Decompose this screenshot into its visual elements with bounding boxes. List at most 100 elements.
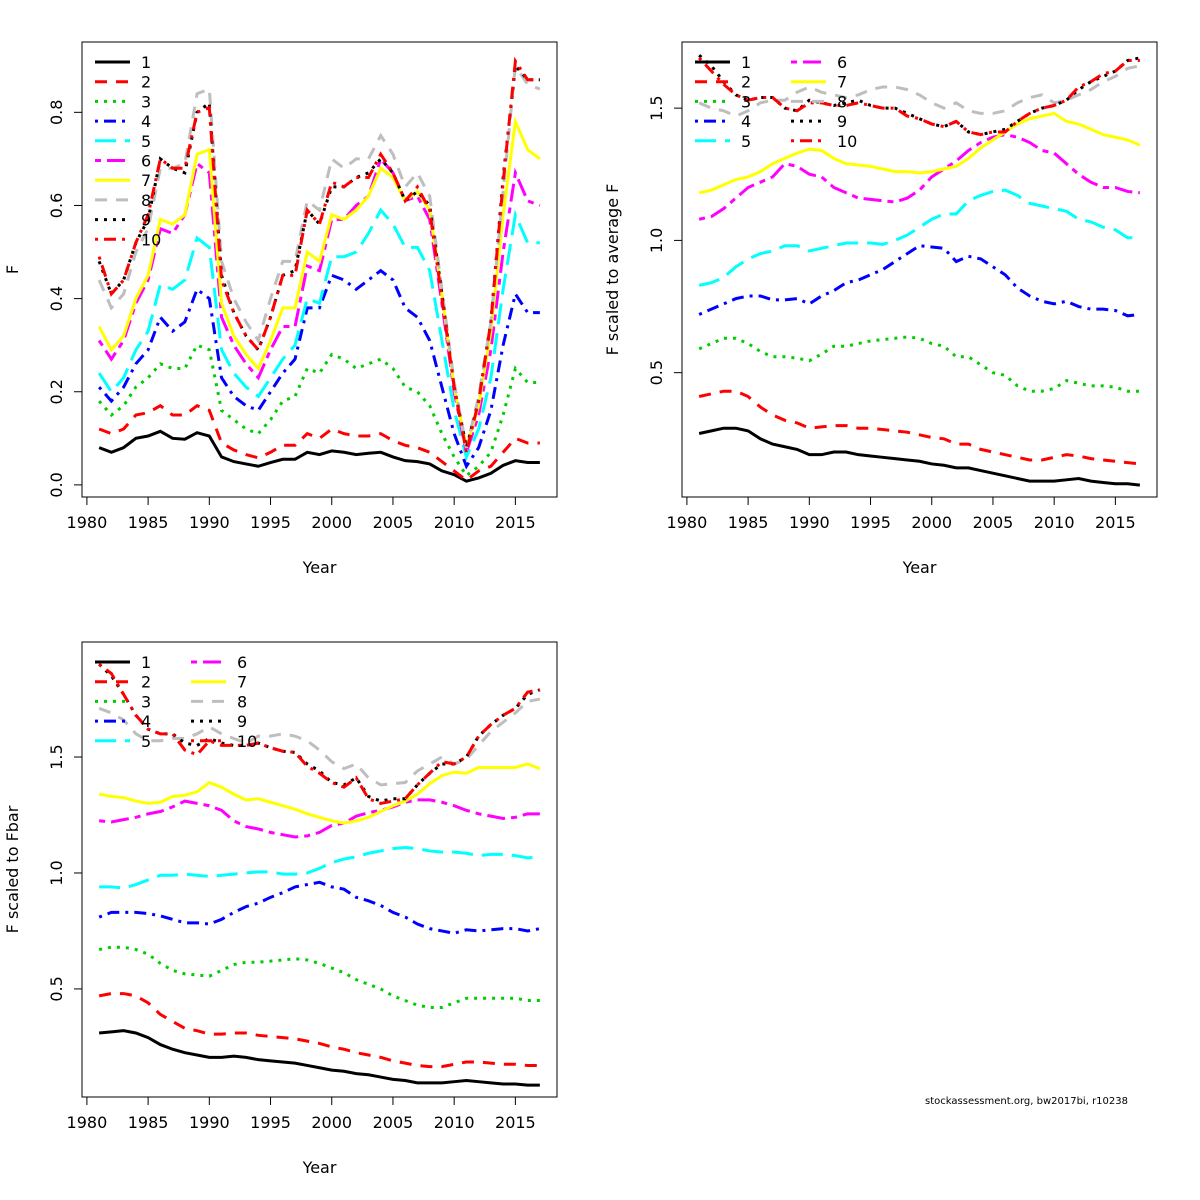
x-tick-label: 1995 xyxy=(250,513,291,532)
series-line xyxy=(97,207,540,462)
series-line xyxy=(97,155,541,459)
series-line xyxy=(98,1029,540,1087)
x-tick-label: 1980 xyxy=(67,513,108,532)
legend-label: 8 xyxy=(141,191,151,210)
legend-label: 5 xyxy=(141,732,151,751)
legend-label: 1 xyxy=(741,53,751,72)
legend-label: 3 xyxy=(741,92,751,111)
series-line xyxy=(698,133,1141,221)
legend-label: 3 xyxy=(141,692,151,711)
legend-label: 6 xyxy=(141,152,151,171)
legend-label: 2 xyxy=(141,73,151,92)
series-line xyxy=(97,56,540,453)
legend-label: 5 xyxy=(141,132,151,151)
series-line xyxy=(98,798,540,839)
series-line xyxy=(698,426,1141,487)
legend-label: 10 xyxy=(837,132,857,151)
x-tick-label: 2005 xyxy=(973,513,1014,532)
x-tick-label: 2005 xyxy=(373,513,414,532)
series-line xyxy=(698,389,1141,466)
legend-label: 10 xyxy=(237,732,257,751)
series-line xyxy=(98,880,541,935)
series-line xyxy=(698,64,1141,118)
y-tick-label: 0.4 xyxy=(47,286,66,311)
x-tick-label: 1985 xyxy=(728,513,769,532)
legend-label: 1 xyxy=(141,653,151,672)
y-axis-label: F scaled to average F xyxy=(603,184,622,356)
x-tick-label: 2015 xyxy=(495,513,536,532)
x-tick-label: 1985 xyxy=(128,513,169,532)
x-tick-label: 2005 xyxy=(373,1113,414,1132)
legend-label: 3 xyxy=(141,92,151,111)
series-line xyxy=(98,945,540,1009)
legend-label: 10 xyxy=(141,230,161,249)
legend-label: 8 xyxy=(237,692,247,711)
y-tick-label: 0.6 xyxy=(47,193,66,218)
x-tick-label: 2010 xyxy=(434,1113,475,1132)
x-axis-label: Year xyxy=(302,558,337,577)
legend-label: 4 xyxy=(141,712,151,731)
legend-label: 7 xyxy=(837,73,847,92)
footer: stockassessment.org, bw2017bi, r10238 xyxy=(925,1096,1128,1107)
legend-label: 8 xyxy=(837,92,847,111)
legend-label: 4 xyxy=(741,112,751,131)
x-tick-label: 2000 xyxy=(911,513,952,532)
y-tick-label: 0.2 xyxy=(47,379,66,404)
plot-frame xyxy=(81,641,558,1098)
legend-label: 7 xyxy=(141,171,151,190)
x-tick-label: 2010 xyxy=(1034,513,1075,532)
x-tick-label: 2015 xyxy=(1095,513,1136,532)
y-tick-label: 1.5 xyxy=(47,744,66,769)
plot-frame xyxy=(681,41,1158,498)
x-tick-label: 1985 xyxy=(128,1113,169,1132)
legend-label: 2 xyxy=(141,673,151,692)
x-tick-label: 2010 xyxy=(434,513,475,532)
y-tick-label: 0.0 xyxy=(47,472,66,497)
x-axis-label: Year xyxy=(302,1158,337,1177)
series-line xyxy=(698,188,1140,287)
y-tick-label: 1.5 xyxy=(647,95,666,120)
series-line xyxy=(98,697,541,787)
legend-label: 5 xyxy=(741,132,751,151)
y-tick-label: 0.8 xyxy=(47,100,66,125)
legend-label: 6 xyxy=(237,653,247,672)
y-tick-label: 0.5 xyxy=(647,360,666,385)
y-axis-label: F scaled to Fbar xyxy=(3,805,22,933)
series-line xyxy=(98,403,540,483)
series-line xyxy=(698,111,1141,195)
legend-label: 1 xyxy=(141,53,151,72)
series-line xyxy=(98,762,541,825)
x-tick-label: 2015 xyxy=(495,1113,536,1132)
legend-label: 9 xyxy=(837,112,847,131)
legend-label: 2 xyxy=(741,73,751,92)
legend-label: 9 xyxy=(141,211,151,230)
legend-label: 6 xyxy=(837,53,847,72)
x-tick-label: 1995 xyxy=(250,1113,291,1132)
legend-label: 7 xyxy=(237,673,247,692)
series-line xyxy=(97,116,541,449)
x-axis-label: Year xyxy=(902,558,937,577)
series-line xyxy=(698,56,1140,137)
series-line xyxy=(698,335,1140,393)
series-line xyxy=(98,268,540,470)
x-tick-label: 1980 xyxy=(667,513,708,532)
x-tick-label: 1990 xyxy=(189,513,230,532)
y-axis-label: F xyxy=(3,265,22,274)
x-tick-label: 1980 xyxy=(67,1113,108,1132)
x-tick-label: 1995 xyxy=(850,513,891,532)
x-tick-label: 2000 xyxy=(311,1113,352,1132)
series-line xyxy=(98,663,541,805)
series-line xyxy=(698,244,1141,318)
y-tick-label: 1.0 xyxy=(647,228,666,253)
y-tick-label: 0.5 xyxy=(47,976,66,1001)
plot-frame xyxy=(81,41,558,498)
series-line xyxy=(98,992,540,1069)
series-line xyxy=(99,845,541,890)
legend-label: 4 xyxy=(141,112,151,131)
y-tick-label: 1.0 xyxy=(47,860,66,885)
x-tick-label: 1990 xyxy=(189,1113,230,1132)
x-tick-label: 2000 xyxy=(311,513,352,532)
x-tick-label: 1990 xyxy=(789,513,830,532)
series-line xyxy=(98,429,540,483)
